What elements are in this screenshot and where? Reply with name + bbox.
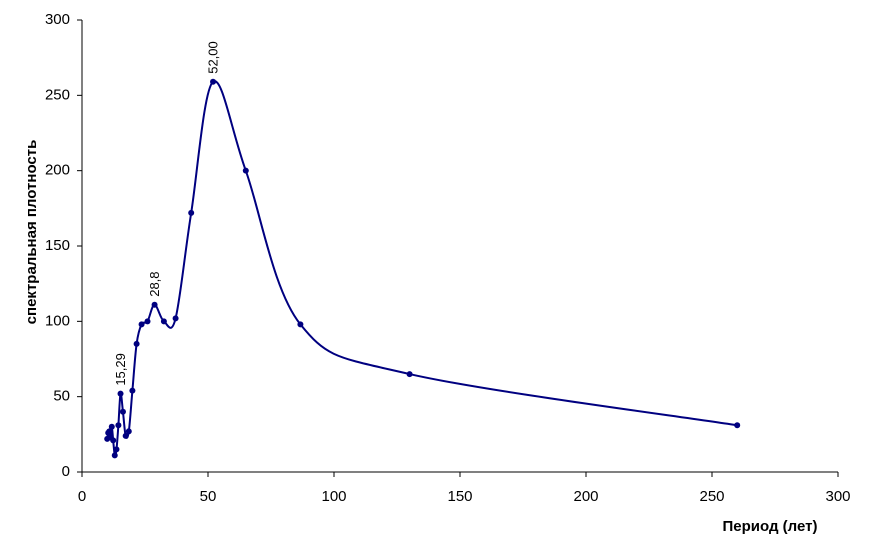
x-tick-label: 0 [78, 488, 86, 505]
point-label: 15,29 [113, 353, 128, 386]
point [297, 321, 304, 328]
point-label: 52,00 [205, 41, 220, 74]
y-axis-title: спектральная плотность [23, 140, 40, 325]
y-tick-label: 250 [45, 86, 70, 103]
x-tick-label: 200 [573, 488, 598, 505]
point [210, 78, 217, 85]
y-tick-label: 50 [53, 388, 70, 405]
y-tick-label: 0 [62, 463, 70, 480]
point [113, 446, 120, 453]
point [117, 390, 124, 397]
point [172, 315, 179, 322]
y-tick-label: 300 [45, 11, 70, 28]
point [188, 209, 195, 216]
point [111, 452, 118, 459]
point [119, 408, 126, 415]
x-tick-label: 300 [825, 488, 850, 505]
y-tick-label: 150 [45, 237, 70, 254]
x-tick-label: 250 [699, 488, 724, 505]
point [144, 318, 151, 325]
point [129, 387, 136, 394]
point [138, 321, 145, 328]
point [115, 422, 122, 429]
point [122, 432, 129, 439]
x-tick-label: 150 [447, 488, 472, 505]
point [133, 340, 140, 347]
point [106, 428, 113, 435]
point [242, 167, 249, 174]
line [106, 80, 738, 457]
y-tick-label: 200 [45, 162, 70, 179]
point [125, 428, 132, 435]
point [734, 422, 741, 429]
y-tick-label: 100 [45, 312, 70, 329]
point [406, 371, 413, 378]
point [108, 423, 115, 430]
x-tick-label: 100 [321, 488, 346, 505]
point [110, 437, 117, 444]
x-axis-title: Период (лет) [723, 518, 818, 535]
x-tick-label: 50 [200, 488, 217, 505]
point-label: 28,8 [147, 271, 162, 296]
point [151, 301, 158, 308]
point [160, 318, 167, 325]
